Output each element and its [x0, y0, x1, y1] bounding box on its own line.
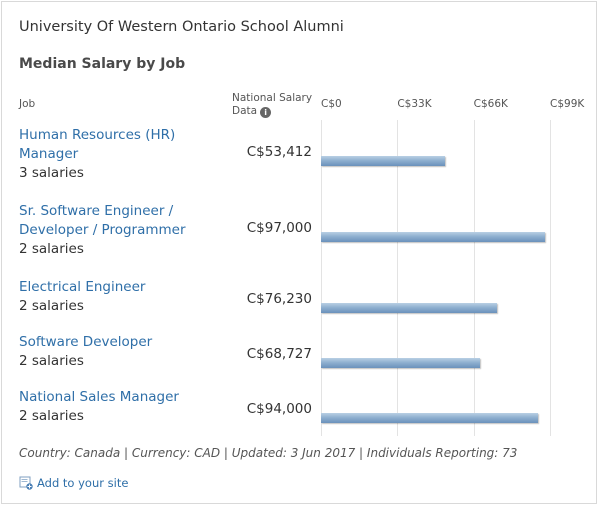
salary-bar[interactable]	[321, 303, 498, 313]
salary-value-label: C$97,000	[246, 220, 312, 236]
column-header-national-line1: National Salary	[232, 92, 313, 104]
job-title-link[interactable]: Sr. Software Engineer / Developer / Prog…	[19, 203, 186, 238]
salary-value-label: C$76,230	[246, 291, 312, 307]
column-header-national-salary: National Salary Data i	[232, 92, 312, 118]
column-header-job: Job	[19, 98, 36, 110]
salary-bar[interactable]	[321, 413, 539, 423]
gridline	[321, 120, 322, 436]
job-title-link[interactable]: Electrical Engineer	[19, 279, 146, 295]
add-to-site-label[interactable]: Add to your site	[37, 476, 129, 490]
salary-count: 3 salaries	[19, 165, 84, 181]
salary-bar[interactable]	[321, 232, 546, 242]
gridline	[550, 120, 551, 436]
widget-title: University Of Western Ontario School Alu…	[19, 19, 344, 35]
x-tick-label: C$66K	[473, 98, 508, 110]
chart-title: Median Salary by Job	[19, 56, 186, 72]
info-icon[interactable]: i	[260, 107, 272, 118]
salary-value-label: C$68,727	[246, 346, 312, 362]
add-widget-icon	[19, 476, 33, 490]
salary-value-label: C$94,000	[246, 401, 312, 417]
gridline	[397, 120, 399, 436]
job-title-link[interactable]: Software Developer	[19, 334, 153, 350]
salary-count: 2 salaries	[19, 241, 84, 257]
salary-count: 2 salaries	[19, 408, 84, 424]
salary-bar[interactable]	[321, 156, 445, 166]
job-title-link[interactable]: National Sales Manager	[19, 389, 179, 405]
footer-note: Country: Canada | Currency: CAD | Update…	[19, 446, 518, 460]
salary-count: 2 salaries	[19, 298, 84, 314]
job-title-link[interactable]: Human Resources (HR) Manager	[19, 127, 176, 162]
x-tick-label: C$33K	[397, 98, 432, 110]
gridline	[473, 120, 475, 436]
salary-count: 2 salaries	[19, 353, 84, 369]
salary-bar[interactable]	[321, 358, 480, 368]
x-tick-label: C$99K	[550, 98, 585, 110]
salary-value-label: C$53,412	[246, 144, 312, 160]
column-header-national-line2: Data	[232, 105, 258, 117]
x-tick-label: C$0	[321, 98, 342, 110]
add-to-site-link[interactable]: Add to your site	[19, 476, 128, 490]
